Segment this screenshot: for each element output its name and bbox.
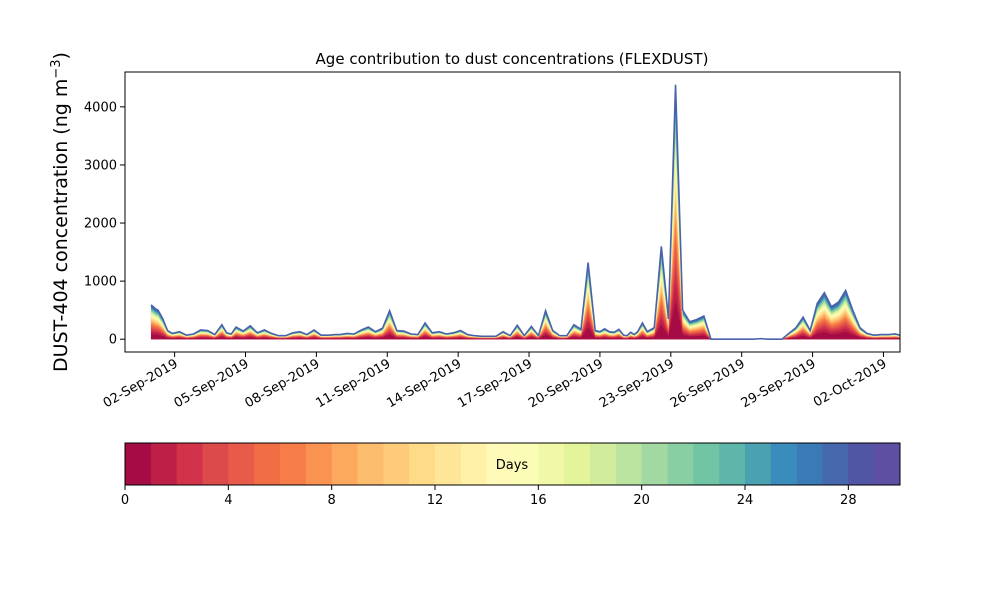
- y-tick-label: 1000: [84, 275, 117, 290]
- age-band-6: [150, 224, 900, 340]
- colorbar-swatch: [460, 443, 488, 485]
- colorbar-tick-label: 24: [737, 493, 754, 508]
- y-tick-label: 2000: [84, 217, 117, 232]
- plot-frame: [124, 71, 901, 353]
- age-band-24: [150, 109, 900, 340]
- colorbar-swatch: [615, 443, 643, 485]
- x-tick-label: 02-Oct-2019: [811, 356, 889, 410]
- x-tick-label: 17-Sep-2019: [455, 356, 535, 411]
- age-band-19: [150, 135, 900, 340]
- colorbar-swatch: [305, 443, 333, 485]
- age-band-13: [150, 171, 900, 340]
- age-band-18: [150, 141, 900, 340]
- colorbar-tick-label: 8: [328, 493, 336, 508]
- age-band-9: [150, 200, 900, 340]
- colorbar-tick-label: 16: [530, 493, 547, 508]
- age-band-22: [150, 119, 900, 340]
- colorbar-swatch: [150, 443, 178, 485]
- age-band-20: [150, 130, 900, 340]
- age-band-7: [150, 216, 900, 340]
- x-tick-label: 05-Sep-2019: [172, 356, 252, 411]
- colorbar-swatch: [435, 443, 462, 485]
- colorbar-tick-label: 4: [224, 493, 232, 508]
- colorbar-tick-label: 12: [427, 493, 444, 508]
- x-tick-label: 02-Sep-2019: [101, 356, 181, 411]
- colorbar: [125, 443, 901, 485]
- age-band-0: [150, 300, 900, 340]
- x-tick-label: 08-Sep-2019: [243, 356, 323, 411]
- age-band-21: [150, 124, 900, 340]
- colorbar-swatch: [383, 443, 410, 485]
- colorbar-swatch: [667, 443, 694, 485]
- x-tick-label: 14-Sep-2019: [384, 356, 464, 411]
- colorbar-swatch: [719, 443, 746, 485]
- chart-title: Age contribution to dust concentrations …: [316, 50, 709, 68]
- age-band-10: [150, 192, 900, 340]
- colorbar-swatch: [796, 443, 823, 485]
- colorbar-swatch: [331, 443, 358, 485]
- x-tick-label: 29-Sep-2019: [739, 356, 819, 411]
- y-axis-label: DUST-404 concentration (ng m−3): [49, 52, 72, 372]
- x-tick-label: 26-Sep-2019: [668, 356, 748, 411]
- y-tick-label: 4000: [84, 100, 117, 115]
- colorbar-swatch: [125, 443, 152, 485]
- age-band-12: [150, 178, 900, 340]
- age-band-2: [150, 267, 900, 340]
- age-band-5: [150, 234, 900, 340]
- x-tick-label: 20-Sep-2019: [526, 356, 606, 411]
- x-tick-label: 11-Sep-2019: [313, 356, 393, 411]
- stacked-age-areas: [150, 84, 900, 340]
- colorbar-swatch: [874, 443, 901, 485]
- colorbar-swatch: [357, 443, 384, 485]
- x-tick-label: 23-Sep-2019: [597, 356, 677, 411]
- age-band-23: [150, 114, 900, 340]
- colorbar-swatch: [280, 443, 307, 485]
- age-band-15: [150, 159, 900, 340]
- colorbar-tick-label: 0: [121, 493, 129, 508]
- y-axis: 0 1000 2000 3000 4000: [84, 100, 125, 348]
- age-band-8: [150, 208, 900, 340]
- y-tick-label: 3000: [84, 158, 117, 173]
- colorbar-frame: [124, 442, 901, 486]
- age-band-25: [150, 104, 900, 340]
- colorbar-swatch: [202, 443, 229, 485]
- colorbar-swatch: [409, 443, 436, 485]
- colorbar-swatch: [486, 443, 513, 485]
- colorbar-swatch: [538, 443, 565, 485]
- colorbar-ticks: 0 4 8 12 16 20 24 28: [121, 485, 857, 508]
- age-band-28: [150, 89, 900, 340]
- age-band-14: [150, 165, 900, 340]
- age-band-11: [150, 185, 900, 340]
- colorbar-swatch: [848, 443, 875, 485]
- colorbar-swatch: [770, 443, 798, 485]
- age-band-16: [150, 153, 900, 340]
- colorbar-swatch: [745, 443, 772, 485]
- y-tick-label: 0: [109, 333, 117, 348]
- age-band-17: [150, 147, 900, 340]
- total-concentration-line: [150, 84, 900, 341]
- colorbar-label: Days: [496, 458, 529, 473]
- colorbar-swatch: [590, 443, 617, 485]
- colorbar-swatch: [176, 443, 203, 485]
- colorbar-swatch: [822, 443, 849, 485]
- age-band-26: [150, 99, 900, 340]
- colorbar-swatch: [564, 443, 591, 485]
- age-band-3: [150, 255, 900, 340]
- colorbar-tick-label: 28: [840, 493, 857, 508]
- colorbar-swatch: [512, 443, 539, 485]
- colorbar-tick-label: 20: [633, 493, 650, 508]
- colorbar-swatch: [693, 443, 720, 485]
- colorbar-swatch: [641, 443, 668, 485]
- colorbar-swatch: [254, 443, 281, 485]
- x-axis: 02-Sep-201905-Sep-201908-Sep-201911-Sep-…: [101, 352, 889, 411]
- age-band-4: [150, 244, 900, 340]
- colorbar-swatch: [228, 443, 255, 485]
- total-outline: [150, 84, 900, 341]
- age-band-29: [150, 84, 900, 340]
- age-band-27: [150, 94, 900, 340]
